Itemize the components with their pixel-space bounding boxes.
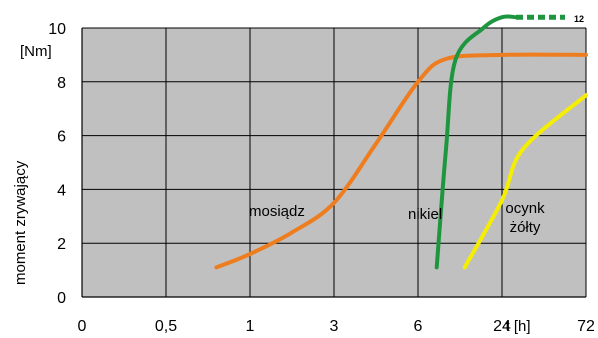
x-tick-label: 0 <box>78 318 87 335</box>
x-tick-label: 3 <box>330 318 339 335</box>
y-tick-label: 10 <box>48 21 66 38</box>
y-tick-labels: 0 2 4 6 8 10 <box>48 21 66 307</box>
y-tick-label: 2 <box>57 236 66 253</box>
grid <box>82 27 587 297</box>
x-tick-labels: 0 0,5 1 3 6 24 72 <box>78 318 595 335</box>
x-tick-label: 72 <box>577 318 595 335</box>
y-axis-label: moment zrywający <box>12 160 29 285</box>
x-tick-label: 0,5 <box>155 318 177 335</box>
series-label-ocynk-line1: ocynk <box>505 200 545 217</box>
y-tick-label: 0 <box>57 290 66 307</box>
x-axis-label: t [h] <box>505 318 530 335</box>
x-tick-label: 6 <box>414 318 423 335</box>
series-layer <box>214 14 588 270</box>
overflow-value-label: 12 <box>574 14 584 24</box>
series-label-nikiel: nikiel <box>408 206 442 223</box>
x-tick-label: 24 <box>493 318 511 335</box>
y-tick-label: 8 <box>57 75 66 92</box>
series-line-1 <box>434 14 518 270</box>
axes <box>81 28 586 298</box>
series-line-0 <box>214 52 588 270</box>
y-tick-label: 4 <box>57 182 66 199</box>
series-label-ocynk-line2: żółty <box>510 219 541 236</box>
x-tick-label: 1 <box>246 318 255 335</box>
series-line-2 <box>462 93 588 270</box>
series-label-mosiadz: mosiądz <box>249 203 305 220</box>
y-tick-label: 6 <box>57 129 66 146</box>
y-axis-unit: [Nm] <box>20 43 52 60</box>
